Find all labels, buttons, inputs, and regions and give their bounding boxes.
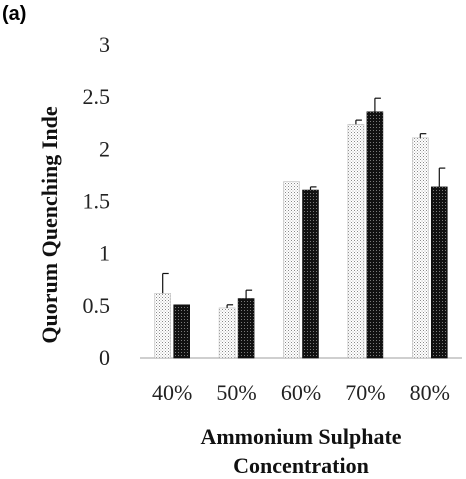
y-tick-label: 0 [99,345,110,370]
bar-series-2-60pct [302,189,319,359]
x-tick-label: 80% [410,380,450,405]
bar-series-1-70pct [347,123,365,359]
bar-series-1-80pct [411,137,429,359]
bar-series-2-50pct [237,298,255,359]
y-tick-label: 3 [99,32,110,57]
x-tick-label: 40% [152,380,192,405]
y-tick-label: 0.5 [83,293,111,318]
panel-label: (a) [2,3,26,25]
x-axis-title-line-1: Ammonium Sulphate [200,424,401,449]
bar-series-1-40pct [154,293,171,359]
x-tick-label: 60% [281,380,321,405]
x-tick-labels: 40% 50% 60% 70% 80% [152,380,450,405]
bar-series-2-70pct [366,111,384,359]
y-tick-label: 2.5 [83,84,111,109]
x-axis-title-line-2: Concentration [233,453,369,478]
bar-series-1-60pct [283,181,300,359]
x-tick-label: 50% [216,380,256,405]
bars [154,97,448,359]
x-tick-label: 70% [345,380,385,405]
y-axis-title: Quorum Quenching Inde [37,106,62,343]
y-tick-label: 2 [99,136,110,161]
bar-series-1-50pct [218,307,236,359]
y-tick-label: 1.5 [83,189,111,214]
y-tick-label: 1 [99,241,110,266]
bar-series-2-80pct [430,186,448,359]
bar-series-2-40pct [173,304,190,359]
y-tick-labels: 0 0.5 1 1.5 2 2.5 3 [83,32,111,370]
